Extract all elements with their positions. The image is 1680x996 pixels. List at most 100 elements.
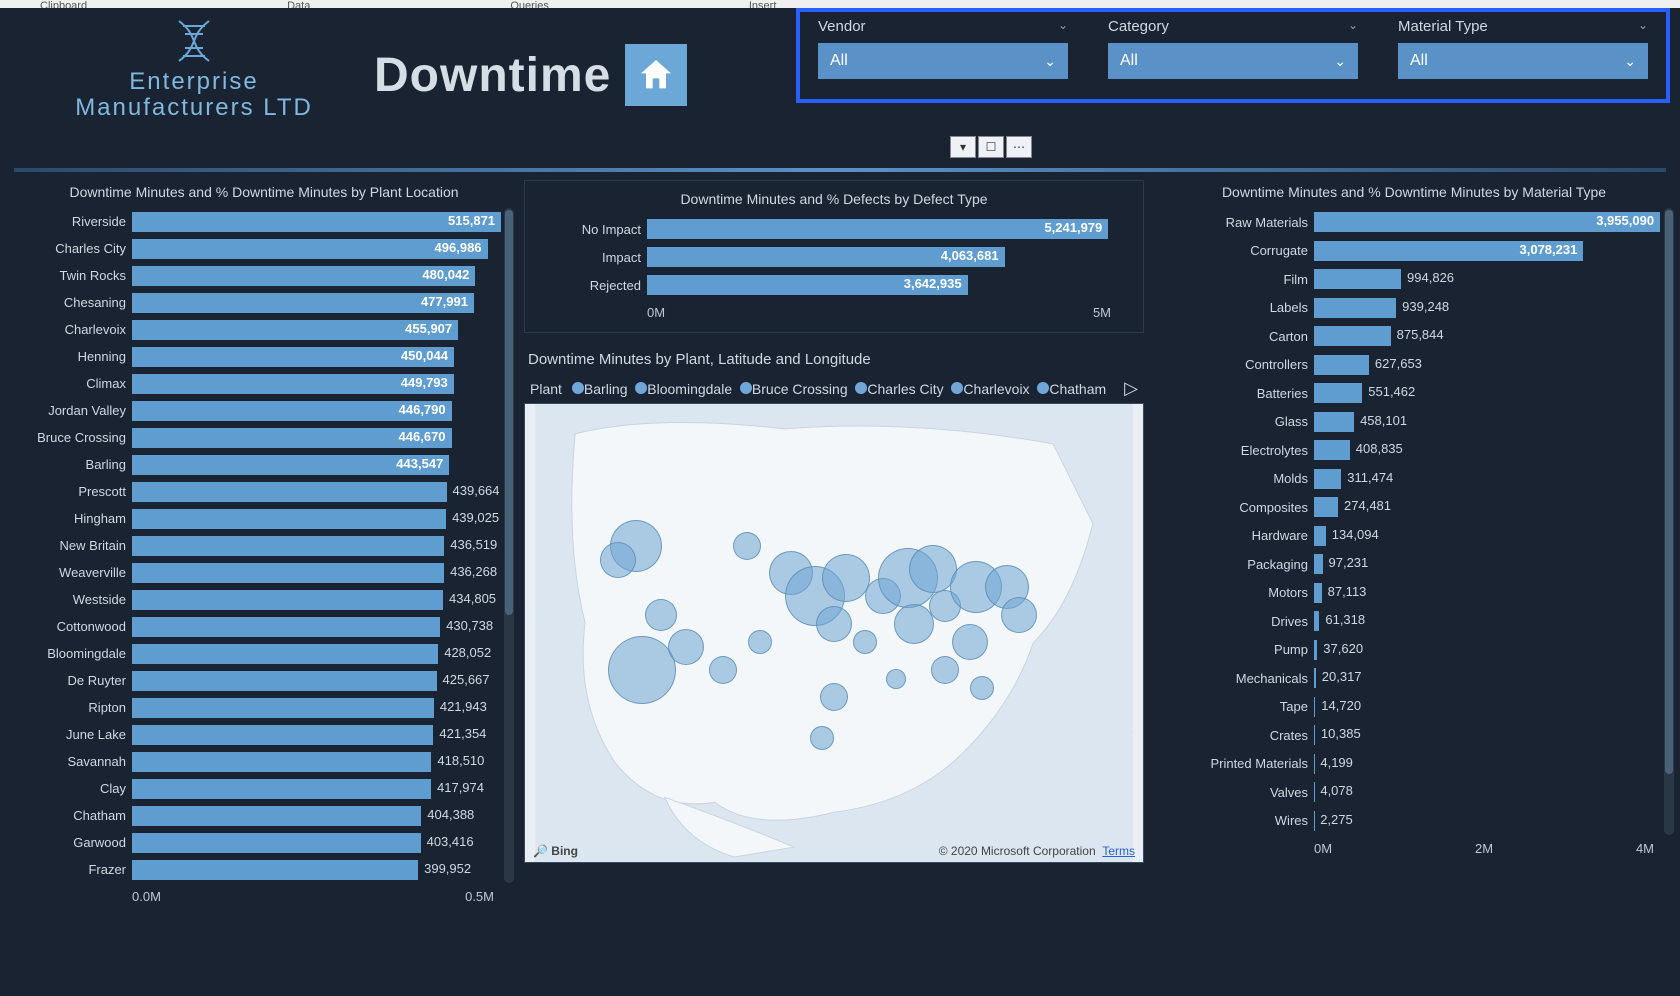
- bar-row[interactable]: Barling443,547: [14, 451, 504, 478]
- bar-row[interactable]: Garwood403,416: [14, 829, 504, 856]
- bar-row[interactable]: Chesaning477,991: [14, 289, 504, 316]
- material-chart-title: Downtime Minutes and % Downtime Minutes …: [1154, 180, 1674, 208]
- slicer-material-select[interactable]: All ⌄: [1398, 43, 1648, 79]
- defect-barchart[interactable]: No Impact5,241,979Impact4,063,681Rejecte…: [537, 215, 1131, 299]
- legend-item[interactable]: Barling: [572, 381, 635, 397]
- map-bubble[interactable]: [810, 726, 834, 750]
- bar-label: No Impact: [537, 222, 647, 237]
- map-bubble[interactable]: [894, 604, 934, 644]
- bar-row[interactable]: De Ruyter425,667: [14, 667, 504, 694]
- bar-row[interactable]: Hardware134,094: [1154, 522, 1664, 551]
- bar-row[interactable]: Crates10,385: [1154, 721, 1664, 750]
- bar-row[interactable]: Composites274,481: [1154, 493, 1664, 522]
- bar-row[interactable]: Charlevoix455,907: [14, 316, 504, 343]
- map-bubble[interactable]: [886, 669, 906, 689]
- map-bubble[interactable]: [748, 630, 772, 654]
- home-button[interactable]: [625, 44, 687, 106]
- legend-item[interactable]: Charles City: [855, 381, 951, 397]
- bar-row[interactable]: Drives61,318: [1154, 607, 1664, 636]
- bar-row[interactable]: New Britain436,519: [14, 532, 504, 559]
- map-terms-link[interactable]: Terms: [1102, 844, 1135, 858]
- bar-row[interactable]: Charles City496,986: [14, 235, 504, 262]
- bar-row[interactable]: Riverside515,871: [14, 208, 504, 235]
- bar-row[interactable]: Henning450,044: [14, 343, 504, 370]
- bar-row[interactable]: Valves4,078: [1154, 778, 1664, 807]
- map-bubble[interactable]: [668, 629, 704, 665]
- bar-row[interactable]: Raw Materials3,955,090: [1154, 208, 1664, 237]
- plant-barchart[interactable]: Riverside515,871Charles City496,986Twin …: [14, 208, 504, 883]
- bar-label: Charles City: [14, 241, 132, 256]
- bar-value: 994,826: [1407, 270, 1454, 285]
- map-bubble[interactable]: [600, 542, 636, 578]
- material-barchart[interactable]: Raw Materials3,955,090Corrugate3,078,231…: [1154, 208, 1664, 835]
- slicer-category-select[interactable]: All ⌄: [1108, 43, 1358, 79]
- bar-row[interactable]: Labels939,248: [1154, 294, 1664, 323]
- bar-row[interactable]: June Lake421,354: [14, 721, 504, 748]
- bar-row[interactable]: Ripton421,943: [14, 694, 504, 721]
- bar-row[interactable]: Savannah418,510: [14, 748, 504, 775]
- bar-row[interactable]: Hingham439,025: [14, 505, 504, 532]
- bar-row[interactable]: Batteries551,462: [1154, 379, 1664, 408]
- bar-row[interactable]: Rejected3,642,935: [537, 271, 1131, 299]
- bar-row[interactable]: Corrugate3,078,231: [1154, 237, 1664, 266]
- bar-row[interactable]: Westside434,805: [14, 586, 504, 613]
- bar-row[interactable]: Frazer399,952: [14, 856, 504, 883]
- bar-row[interactable]: Molds311,474: [1154, 465, 1664, 494]
- bar-row[interactable]: No Impact5,241,979: [537, 215, 1131, 243]
- legend-item[interactable]: Bloomingdale: [635, 381, 740, 397]
- map-bubble[interactable]: [709, 656, 737, 684]
- bar-row[interactable]: Climax449,793: [14, 370, 504, 397]
- legend-item[interactable]: Charlevoix: [951, 381, 1037, 397]
- bar-row[interactable]: Prescott439,664: [14, 478, 504, 505]
- map-bubble[interactable]: [820, 683, 848, 711]
- more-icon[interactable]: ⋯: [1006, 136, 1032, 158]
- bar-row[interactable]: Chatham404,388: [14, 802, 504, 829]
- bar-row[interactable]: Controllers627,653: [1154, 351, 1664, 380]
- bar-value: 399,952: [424, 861, 471, 876]
- bar-row[interactable]: Jordan Valley446,790: [14, 397, 504, 424]
- bar-row[interactable]: Weaverville436,268: [14, 559, 504, 586]
- bar-row[interactable]: Wires2,275: [1154, 807, 1664, 836]
- scrollbar[interactable]: [1664, 208, 1674, 835]
- scrollbar[interactable]: [504, 208, 514, 883]
- slicer-vendor-select[interactable]: All ⌄: [818, 43, 1068, 79]
- filter-icon[interactable]: ▾: [950, 136, 976, 158]
- map-bubble[interactable]: [853, 630, 877, 654]
- legend-item[interactable]: Bruce Crossing: [740, 381, 855, 397]
- bar-row[interactable]: Film 994,826: [1154, 265, 1664, 294]
- bar-row[interactable]: Bruce Crossing446,670: [14, 424, 504, 451]
- bar-row[interactable]: Bloomingdale428,052: [14, 640, 504, 667]
- bar-label: Molds: [1154, 471, 1314, 486]
- map-bubble[interactable]: [1001, 597, 1037, 633]
- eraser-icon[interactable]: ⌄: [1348, 18, 1358, 35]
- bar-row[interactable]: Cottonwood430,738: [14, 613, 504, 640]
- bing-logo: 🔎 Bing: [533, 844, 578, 858]
- map-bubble[interactable]: [608, 636, 676, 704]
- eraser-icon[interactable]: ⌄: [1058, 18, 1068, 35]
- bar-row[interactable]: Twin Rocks480,042: [14, 262, 504, 289]
- legend-next-icon[interactable]: ▷: [1124, 378, 1138, 399]
- brand-block: Enterprise Manufacturers LTD: [14, 16, 374, 122]
- map-visual[interactable]: ⛶ CANADA UNITED STATES MEXICO Hudson Bay…: [524, 403, 1144, 863]
- map-bubble[interactable]: [931, 656, 959, 684]
- bar-row[interactable]: Pump37,620: [1154, 636, 1664, 665]
- bar-row[interactable]: Packaging97,231: [1154, 550, 1664, 579]
- bar-row[interactable]: Carton875,844: [1154, 322, 1664, 351]
- map-bubble[interactable]: [816, 606, 852, 642]
- bar-row[interactable]: Impact4,063,681: [537, 243, 1131, 271]
- map-bubble[interactable]: [952, 624, 988, 660]
- bar-label: Riverside: [14, 214, 132, 229]
- focus-icon[interactable]: ☐: [978, 136, 1004, 158]
- bar-row[interactable]: Glass458,101: [1154, 408, 1664, 437]
- map-bubble[interactable]: [645, 599, 677, 631]
- bar-row[interactable]: Printed Materials4,199: [1154, 750, 1664, 779]
- bar-row[interactable]: Clay417,974: [14, 775, 504, 802]
- bar-label: Film: [1154, 272, 1314, 287]
- eraser-icon[interactable]: ⌄: [1638, 18, 1648, 35]
- bar-row[interactable]: Motors87,113: [1154, 579, 1664, 608]
- bar-value: 875,844: [1397, 327, 1444, 342]
- legend-item[interactable]: Chatham: [1037, 381, 1114, 397]
- bar-row[interactable]: Mechanicals20,317: [1154, 664, 1664, 693]
- bar-row[interactable]: Tape14,720: [1154, 693, 1664, 722]
- bar-row[interactable]: Electrolytes408,835: [1154, 436, 1664, 465]
